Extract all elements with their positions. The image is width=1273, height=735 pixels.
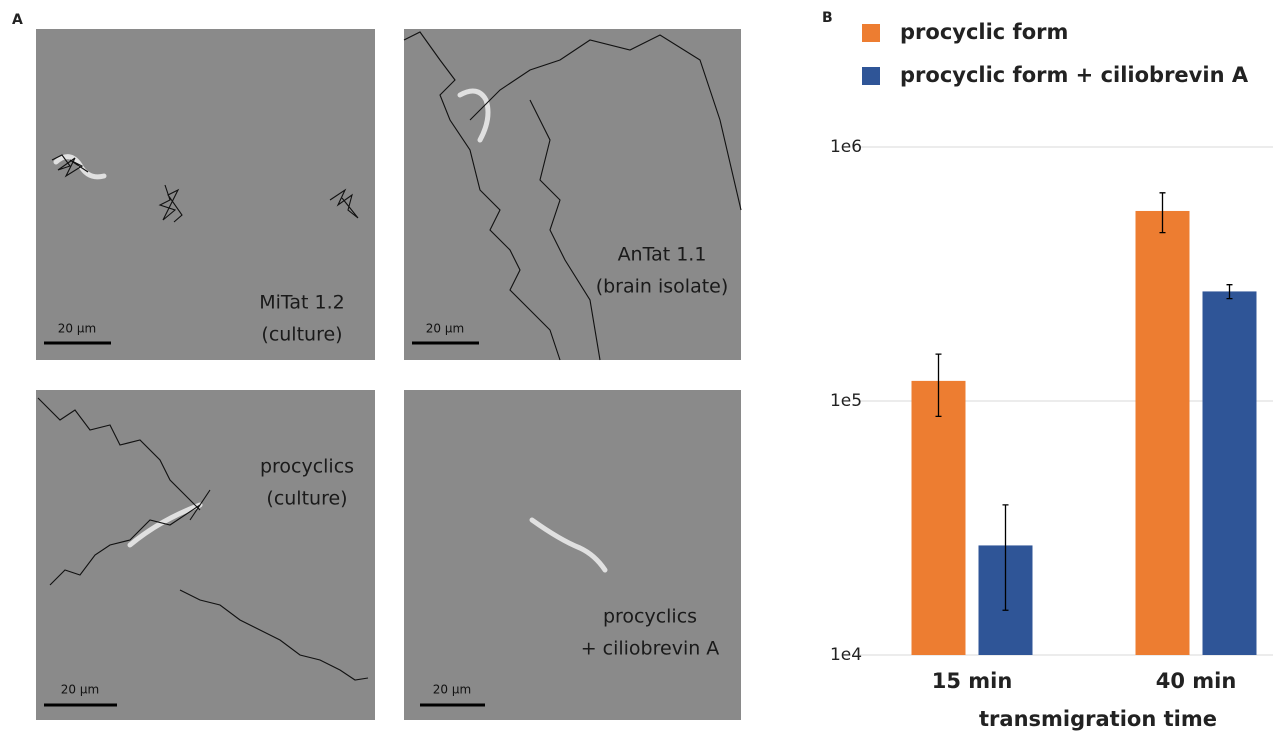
micrograph [36, 390, 375, 720]
image-caption: procyclics [603, 606, 697, 628]
scale-bar-label: 20 µm [426, 322, 464, 336]
scale-bar-label: 20 µm [433, 683, 471, 697]
image-caption: (brain isolate) [596, 276, 729, 298]
legend-swatch [862, 67, 880, 85]
image-caption: procyclics [260, 456, 354, 478]
image-caption: (culture) [261, 324, 342, 346]
scale-bar-label: 20 µm [61, 683, 99, 697]
image-caption: MiTat 1.2 [259, 292, 344, 314]
legend-label: procyclic form [900, 20, 1068, 44]
panel-label: A [12, 12, 23, 28]
x-tick-label: 40 min [1156, 669, 1237, 693]
legend-label: procyclic form + ciliobrevin A [900, 63, 1249, 87]
y-tick-label: 1e6 [830, 137, 862, 157]
x-tick-label: 15 min [932, 669, 1013, 693]
bar [1136, 211, 1190, 655]
scale-bar-label: 20 µm [58, 322, 96, 336]
image-caption: AnTat 1.1 [618, 244, 707, 266]
bar [1203, 291, 1257, 655]
image-caption: + ciliobrevin A [581, 638, 720, 660]
x-axis-title: transmigration time [979, 707, 1217, 731]
image-caption: (culture) [266, 488, 347, 510]
figure: A MiTat 1.2 (culture) 20 µm AnTat 1.1 (brain… [0, 0, 1273, 735]
bar [912, 381, 966, 655]
micrograph [404, 390, 741, 720]
micrograph [404, 29, 741, 360]
y-tick-label: 1e5 [830, 391, 862, 411]
y-tick-label: 1e4 [830, 645, 862, 665]
legend-swatch [862, 24, 880, 42]
panel-label: B [822, 10, 833, 26]
